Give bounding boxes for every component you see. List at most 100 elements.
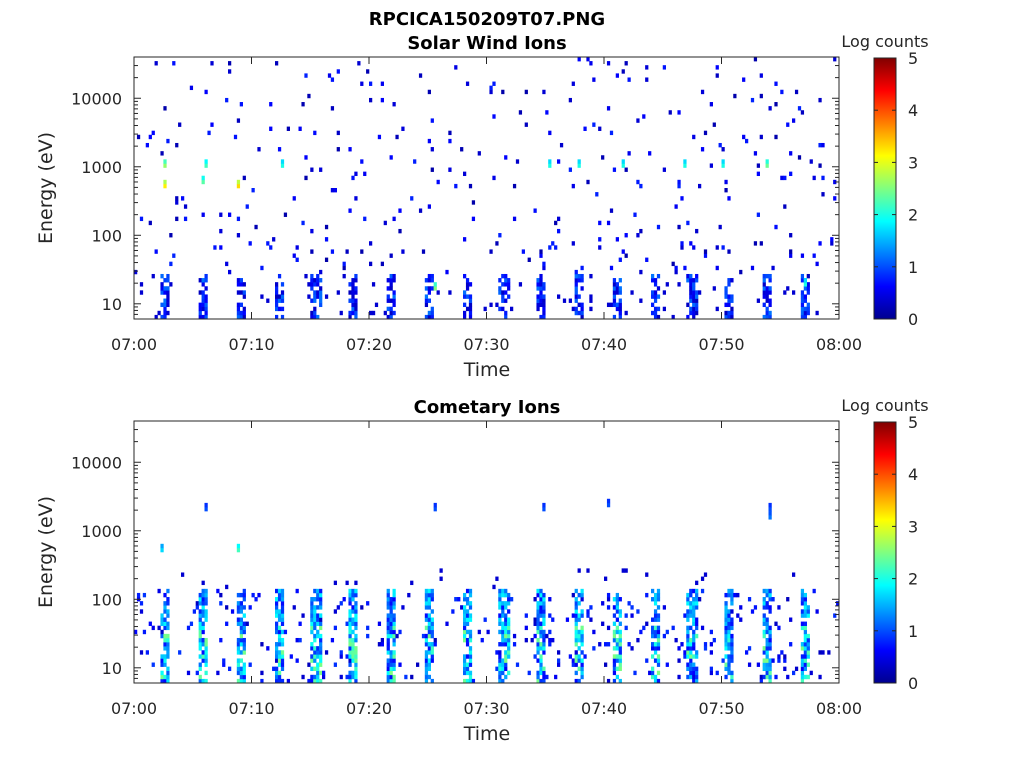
heatmap-cell — [727, 196, 731, 201]
heatmap-cell — [501, 670, 505, 676]
heatmap-cell — [542, 261, 546, 267]
heatmap-cell — [568, 298, 572, 303]
heatmap-cell — [612, 282, 617, 287]
heatmap-cell — [392, 658, 396, 663]
heatmap-cell — [721, 245, 725, 250]
heatmap-cell — [266, 241, 270, 246]
heatmap-cell — [333, 662, 337, 667]
heatmap-cell — [275, 290, 279, 295]
heatmap-cell — [386, 605, 390, 610]
heatmap-cell — [800, 654, 805, 659]
heatmap-cell — [727, 298, 731, 303]
heatmap-cell — [430, 633, 434, 639]
heatmap-cell — [430, 147, 434, 152]
heatmap-cell — [424, 642, 429, 647]
heatmap-cell — [507, 597, 511, 602]
heatmap-cell — [542, 678, 546, 683]
heatmap-cell — [504, 155, 508, 160]
heatmap-cell — [427, 617, 431, 622]
heatmap-cell — [542, 650, 546, 655]
heatmap-cell — [618, 286, 622, 291]
heatmap-cell — [236, 179, 241, 185]
heatmap-cell — [351, 286, 355, 291]
heatmap-cell — [756, 662, 760, 667]
heatmap-cell — [242, 650, 246, 655]
heatmap-cell — [163, 605, 167, 610]
heatmap-cell — [166, 670, 170, 676]
heatmap-cell — [648, 670, 652, 676]
heatmap-cell — [606, 678, 611, 683]
heatmap-cell — [501, 592, 505, 598]
heatmap-cell — [392, 588, 396, 594]
heatmap-cell — [386, 597, 390, 602]
heatmap-cell — [574, 601, 578, 606]
heatmap-cell — [163, 278, 167, 283]
heatmap-cell — [427, 204, 431, 209]
heatmap-cell — [330, 249, 335, 254]
heatmap-cell — [198, 678, 202, 683]
heatmap-cell — [803, 286, 807, 291]
heatmap-cell — [465, 666, 470, 672]
heatmap-cell — [721, 159, 725, 164]
heatmap-cell — [424, 298, 429, 303]
heatmap-cell — [686, 302, 690, 308]
heatmap-cell — [715, 670, 719, 676]
heatmap-cell — [427, 633, 431, 639]
heatmap-cell — [310, 605, 314, 610]
heatmap-cell — [283, 629, 288, 635]
heatmap-cell — [463, 670, 467, 676]
heatmap-cell — [510, 597, 514, 602]
heatmap-cell — [645, 572, 649, 577]
heatmap-cell — [468, 588, 473, 594]
heatmap-cell — [803, 637, 807, 643]
heatmap-cell — [686, 273, 690, 279]
heatmap-cell — [242, 625, 246, 631]
heatmap-cell — [322, 674, 326, 680]
heatmap-cell — [574, 269, 578, 275]
heatmap-cell — [592, 629, 596, 635]
heatmap-cell — [689, 662, 693, 667]
heatmap-cell — [175, 216, 179, 222]
heatmap-cell — [507, 629, 511, 635]
heatmap-cell — [445, 621, 449, 626]
heatmap-cell — [380, 97, 384, 103]
heatmap-cell — [280, 621, 285, 626]
heatmap-cell — [765, 286, 769, 291]
heatmap-cell — [612, 637, 617, 643]
heatmap-cell — [730, 646, 734, 651]
heatmap-cell — [539, 282, 543, 287]
heatmap-cell — [606, 605, 611, 610]
heatmap-cell — [653, 314, 658, 319]
heatmap-cell — [586, 57, 590, 62]
heatmap-cell — [715, 73, 719, 78]
heatmap-cell — [163, 642, 167, 647]
heatmap-cell — [351, 175, 355, 181]
heatmap-cell — [389, 306, 393, 312]
heatmap-cell — [768, 629, 772, 635]
heatmap-cell — [351, 290, 355, 295]
heatmap-cell — [386, 666, 390, 672]
x-tick-label: 07:20 — [346, 335, 392, 354]
y-tick-label: 100 — [91, 590, 122, 609]
heatmap-cell — [198, 633, 202, 639]
heatmap-cell — [204, 642, 208, 647]
heatmap-cell — [809, 670, 813, 676]
heatmap-cell — [580, 588, 584, 594]
heatmap-cell — [201, 179, 205, 185]
heatmap-cell — [424, 654, 429, 659]
heatmap-cell — [463, 629, 467, 635]
heatmap-cell — [806, 286, 810, 291]
heatmap-cell — [727, 666, 731, 672]
heatmap-cell — [695, 605, 699, 610]
heatmap-cell — [351, 650, 355, 655]
heatmap-cell — [768, 502, 772, 508]
heatmap-cell — [806, 609, 810, 614]
heatmap-cell — [507, 286, 511, 291]
heatmap-cell — [768, 662, 772, 667]
heatmap-cell — [310, 298, 314, 303]
heatmap-cell — [501, 662, 505, 667]
heatmap-cell — [548, 130, 552, 136]
heatmap-cell — [204, 617, 208, 622]
heatmap-cell — [656, 646, 661, 651]
heatmap-cell — [724, 592, 728, 598]
